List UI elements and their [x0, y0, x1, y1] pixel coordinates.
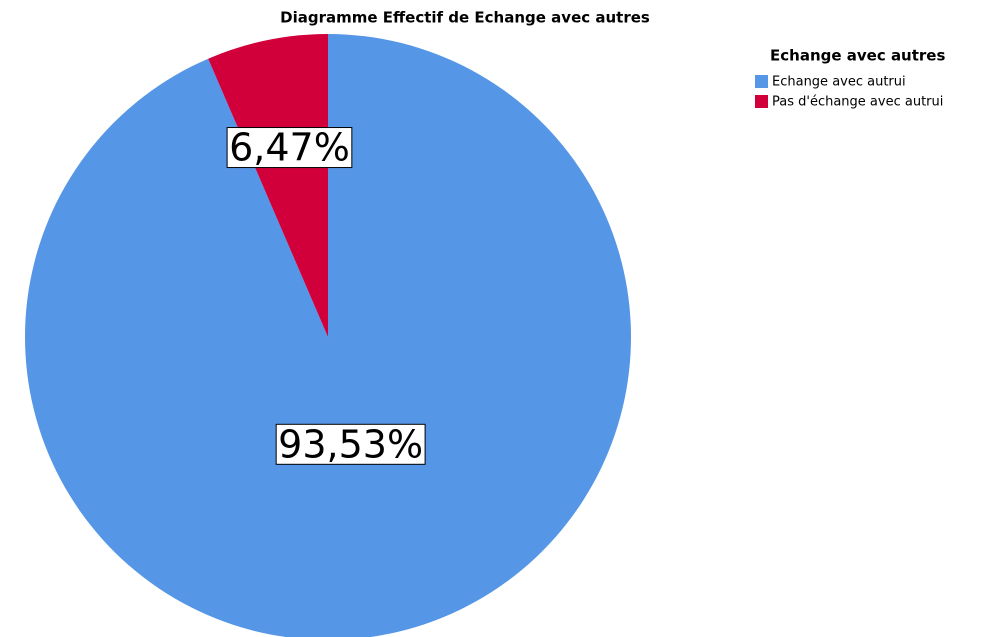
pie-slice: [208, 34, 328, 337]
legend-swatch: [755, 75, 768, 88]
legend-label: Echange avec autrui: [772, 75, 906, 90]
data-label-box: [275, 423, 426, 465]
data-label: 6,47%: [226, 126, 353, 170]
chart-title: Diagramme Effectif de Echange avec autre…: [280, 9, 650, 27]
pie-slice: [25, 34, 631, 637]
legend-title: Echange avec autres: [770, 47, 945, 65]
data-label-text: 6,47%: [229, 126, 350, 170]
data-label-box: [226, 127, 353, 169]
data-label: 93,53%: [275, 422, 426, 466]
data-label-text: 93,53%: [278, 422, 423, 466]
legend-swatch: [755, 95, 768, 108]
legend-label: Pas d'échange avec autrui: [772, 95, 943, 110]
